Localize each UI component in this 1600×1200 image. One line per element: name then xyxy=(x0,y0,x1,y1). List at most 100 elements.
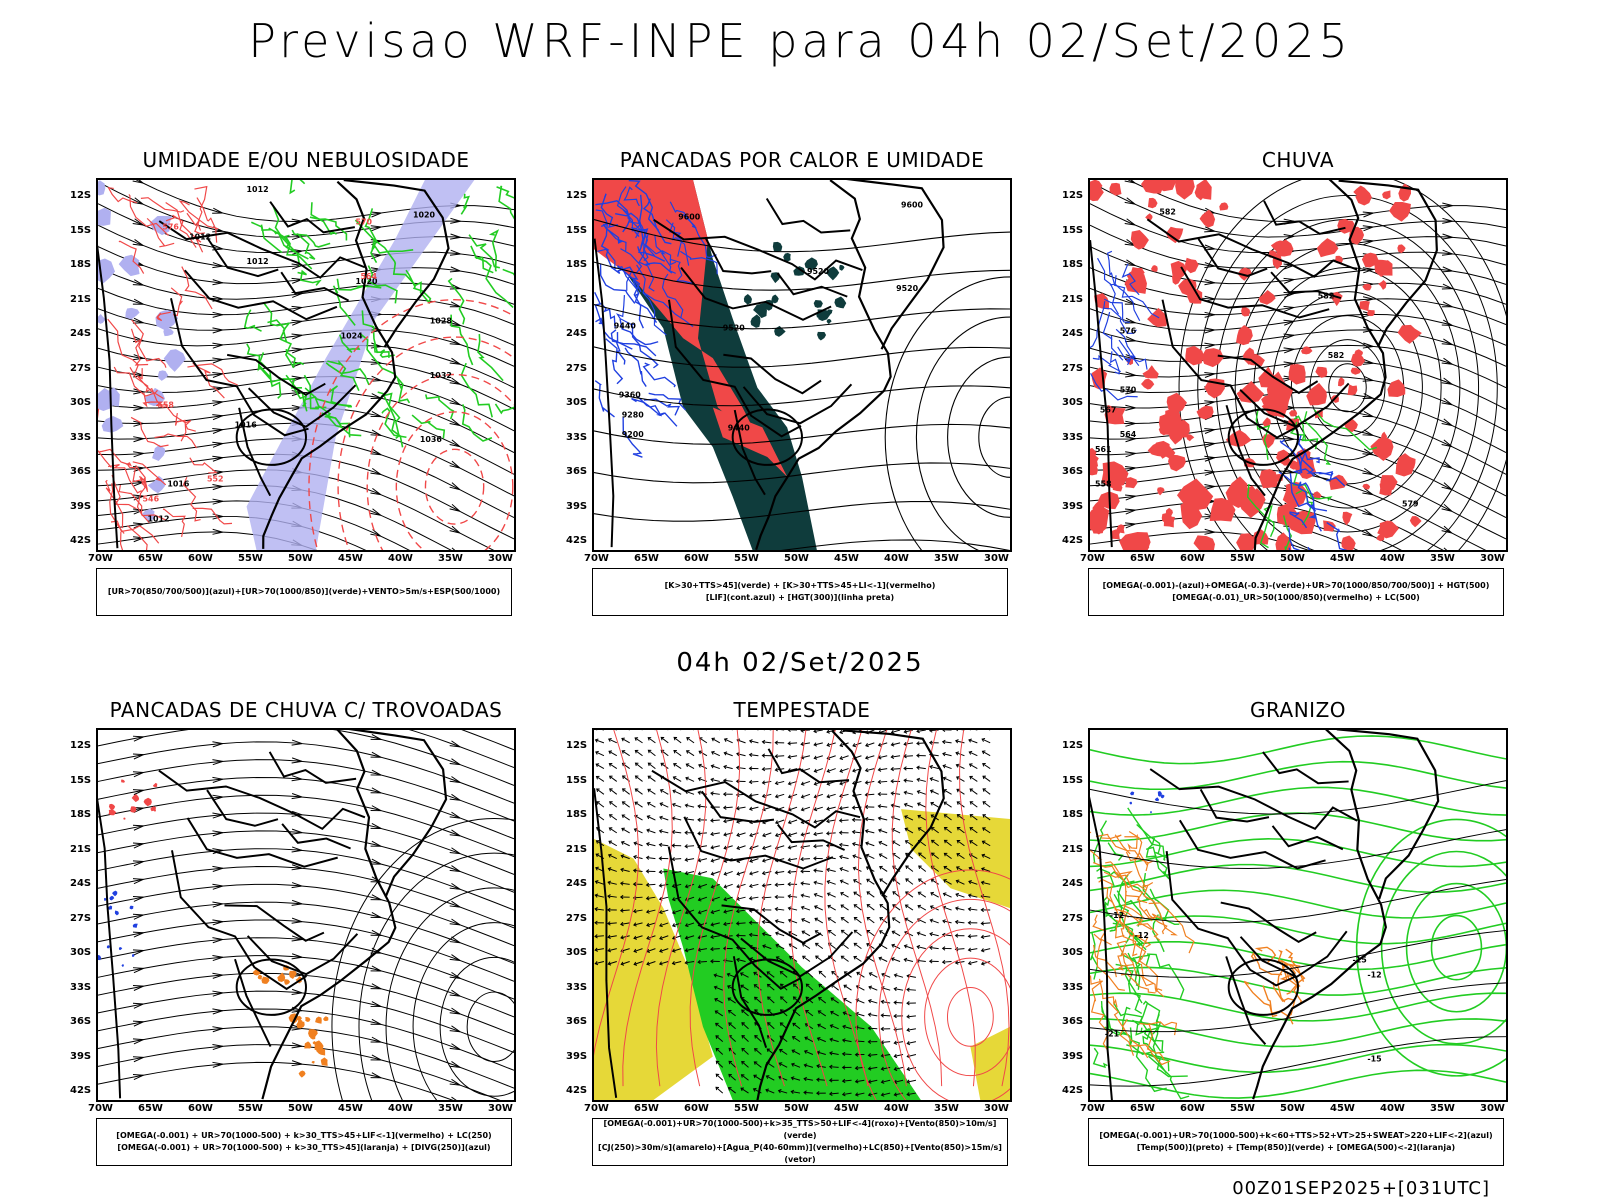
lat-tick-label: 24S xyxy=(70,878,92,889)
lat-tick-label: 21S xyxy=(70,293,92,305)
lon-tick-label: 40W xyxy=(1380,1103,1405,1114)
contour-label: -21 xyxy=(1105,1030,1119,1039)
lat-tick-label: 24S xyxy=(1062,328,1084,339)
lat-tick-label: 42S xyxy=(1062,535,1084,546)
lat-tick-label: 30S xyxy=(1062,947,1084,958)
lon-tick-label: 40W xyxy=(884,1103,909,1114)
lon-tick-label: 65W xyxy=(1130,1103,1155,1114)
lon-tick-label: 50W xyxy=(1280,553,1305,564)
lat-tick-label: 36S xyxy=(70,1016,92,1027)
contour-label: 576 xyxy=(162,222,179,231)
lat-tick-label: 15S xyxy=(1062,774,1084,786)
contour-label: -12 xyxy=(1367,970,1381,979)
lat-tick-label: 27S xyxy=(1062,912,1084,924)
lat-tick-label: 21S xyxy=(566,293,588,305)
contour-label: 570 xyxy=(1120,386,1137,395)
map-panel: 1012 1012 1012 1020 1020 1024 1028 1032 1036 1016… xyxy=(96,178,516,552)
map-panel: -12 -12 -15 -15 -21 -12 xyxy=(1088,728,1508,1102)
legend-line: [K>30+TTS>45](verde) + [K>30+TTS>45+LI<-… xyxy=(664,581,936,590)
lon-tick-label: 40W xyxy=(884,553,909,564)
lat-tick-label: 21S xyxy=(1062,293,1084,305)
lon-tick-label: 50W xyxy=(784,1103,809,1114)
legend-line: [OMEGA(-0.001) + UR>70(1000-500) + k>30_… xyxy=(117,1143,491,1152)
map-panel: 9600 9600 9520 9520 9520 9440 9440 9360 9280 9200 xyxy=(592,178,1012,552)
legend-line: [LIF](cont.azul) + [HGT(300)](linha pret… xyxy=(705,593,895,602)
panel-title: PANCADAS DE CHUVA C/ TROVOADAS xyxy=(109,698,503,722)
panel-title: CHUVA xyxy=(1261,148,1335,172)
contour-label: 9360 xyxy=(619,391,642,400)
contour-label: 9600 xyxy=(901,201,924,210)
lon-tick-label: 55W xyxy=(1230,553,1255,564)
contour-label: 1036 xyxy=(420,435,443,444)
contour-label: 570 xyxy=(356,218,373,227)
lat-tick-label: 15S xyxy=(1062,224,1084,236)
lat-tick-label: 33S xyxy=(1062,431,1084,443)
lon-tick-label: 50W xyxy=(784,553,809,564)
contour-label: 561 xyxy=(1095,445,1112,454)
contour-label: 564 xyxy=(1120,430,1137,439)
contour-label: 1032 xyxy=(430,371,452,380)
contour-label: 1024 xyxy=(341,331,364,340)
lat-tick-label: 12S xyxy=(70,190,92,201)
lat-tick-label: 24S xyxy=(70,328,92,339)
contour-label: -15 xyxy=(1352,955,1366,964)
map-plot xyxy=(98,730,514,1100)
lon-tick-label: 65W xyxy=(634,1103,659,1114)
lat-tick-label: 15S xyxy=(70,774,92,786)
lon-tick-label: 70W xyxy=(584,553,609,564)
lat-tick-label: 39S xyxy=(70,500,92,512)
map-panel: 582 582 582 576 570 564 561 558 579 567 xyxy=(1088,178,1508,552)
contour-label: -12 xyxy=(1135,931,1149,940)
map-plot: 1012 1012 1012 1020 1020 1024 1028 1032 1036 1016… xyxy=(98,180,514,550)
lat-tick-label: 39S xyxy=(70,1050,92,1062)
legend-line: [Temp(500)](preto) + [Temp(850)](verde) … xyxy=(1136,1143,1456,1152)
legend-line: [OMEGA(-0.001)+UR>70(1000-500)+k<60+TTS>… xyxy=(1099,1131,1493,1140)
contour-label: 1016 xyxy=(235,420,258,429)
contour-label: 1020 xyxy=(356,277,379,286)
lat-tick-label: 21S xyxy=(566,843,588,855)
lat-tick-label: 42S xyxy=(1062,1085,1084,1096)
contour-label: 558 xyxy=(157,401,174,410)
lon-tick-label: 60W xyxy=(684,1103,709,1114)
lon-tick-label: 50W xyxy=(1280,1103,1305,1114)
lon-tick-label: 65W xyxy=(138,553,163,564)
lon-tick-label: 65W xyxy=(1130,553,1155,564)
contour-label: 1012 xyxy=(247,257,269,266)
lon-tick-label: 40W xyxy=(388,1103,413,1114)
lat-tick-label: 18S xyxy=(70,809,92,820)
lat-tick-label: 30S xyxy=(1062,397,1084,408)
legend-line: [UR>70(850/700/500)](azul)+[UR>70(1000/8… xyxy=(107,587,501,596)
lat-tick-label: 12S xyxy=(70,740,92,751)
lat-tick-label: 18S xyxy=(1062,809,1084,820)
contour-label: 9600 xyxy=(678,213,701,222)
lon-tick-label: 30W xyxy=(488,553,513,564)
lon-tick-label: 55W xyxy=(734,1103,759,1114)
contour-label: 1012 xyxy=(189,232,211,241)
lat-tick-label: 18S xyxy=(566,809,588,820)
lon-tick-label: 55W xyxy=(238,553,263,564)
main-title: Previsao WRF-INPE para 04h 02/Set/2025 xyxy=(248,14,1352,68)
lat-tick-label: 39S xyxy=(566,500,588,512)
lat-tick-label: 33S xyxy=(1062,981,1084,993)
lon-tick-label: 65W xyxy=(138,1103,163,1114)
panel-title: UMIDADE E/OU NEBULOSIDADE xyxy=(142,148,470,172)
lon-tick-label: 55W xyxy=(734,553,759,564)
lat-tick-label: 18S xyxy=(566,259,588,270)
contour-label: 9200 xyxy=(622,430,645,439)
lat-tick-label: 39S xyxy=(566,1050,588,1062)
contour-label: 1012 xyxy=(148,514,170,523)
lon-tick-label: 70W xyxy=(1080,1103,1105,1114)
contour-label: 9280 xyxy=(622,410,645,419)
legend-line: [OMEGA(-0.001) + UR>70(1000-500) + k>30_… xyxy=(116,1131,492,1140)
contour-label: 579 xyxy=(1402,499,1419,508)
lat-tick-label: 30S xyxy=(566,947,588,958)
map-plot xyxy=(594,730,1010,1100)
contour-label: 582 xyxy=(1318,292,1335,301)
legend-box: [OMEGA(-0.001) + UR>70(1000-500) + k>30_… xyxy=(96,1118,512,1166)
contour-label: 9440 xyxy=(728,423,751,432)
lat-tick-label: 27S xyxy=(70,912,92,924)
contour-label: 9520 xyxy=(723,323,746,332)
legend-box: [OMEGA(-0.001)+UR>70(1000-500)+k<60+TTS>… xyxy=(1088,1118,1504,1166)
lon-tick-label: 45W xyxy=(338,1103,363,1114)
lon-tick-label: 65W xyxy=(634,553,659,564)
